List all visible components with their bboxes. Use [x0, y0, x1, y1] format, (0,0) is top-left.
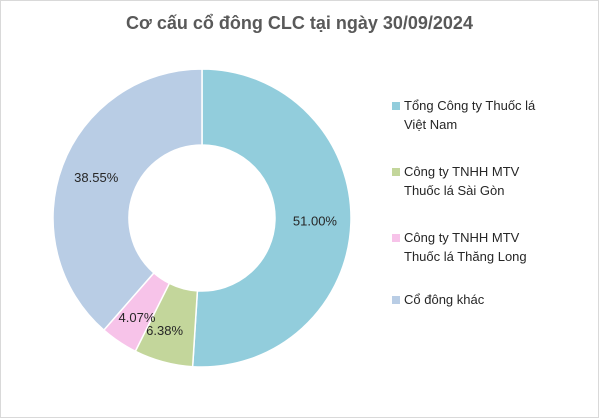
donut-slice-3	[52, 68, 203, 332]
legend-label-2: Công ty TNHH MTV Thuốc lá Thăng Long	[404, 230, 527, 264]
chart-title: Cơ cấu cổ đông CLC tại ngày 30/09/2024	[126, 13, 473, 33]
legend-label-1: Công ty TNHH MTV Thuốc lá Sài Gòn	[404, 164, 520, 198]
legend-label-3: Cổ đông khác	[404, 292, 485, 307]
slice-label-1: 6.38%	[146, 323, 183, 338]
legend-swatch-3	[392, 296, 400, 304]
slice-label-0: 51.00%	[293, 214, 338, 229]
legend-swatch-2	[392, 234, 400, 242]
slice-label-3: 38.55%	[74, 170, 119, 185]
legend-label-0: Tổng Công ty Thuốc lá Việt Nam	[404, 98, 536, 132]
slice-label-2: 4.07%	[119, 310, 156, 325]
legend-swatch-1	[392, 168, 400, 176]
donut-slice-0	[191, 68, 352, 368]
legend-swatch-0	[392, 102, 400, 110]
